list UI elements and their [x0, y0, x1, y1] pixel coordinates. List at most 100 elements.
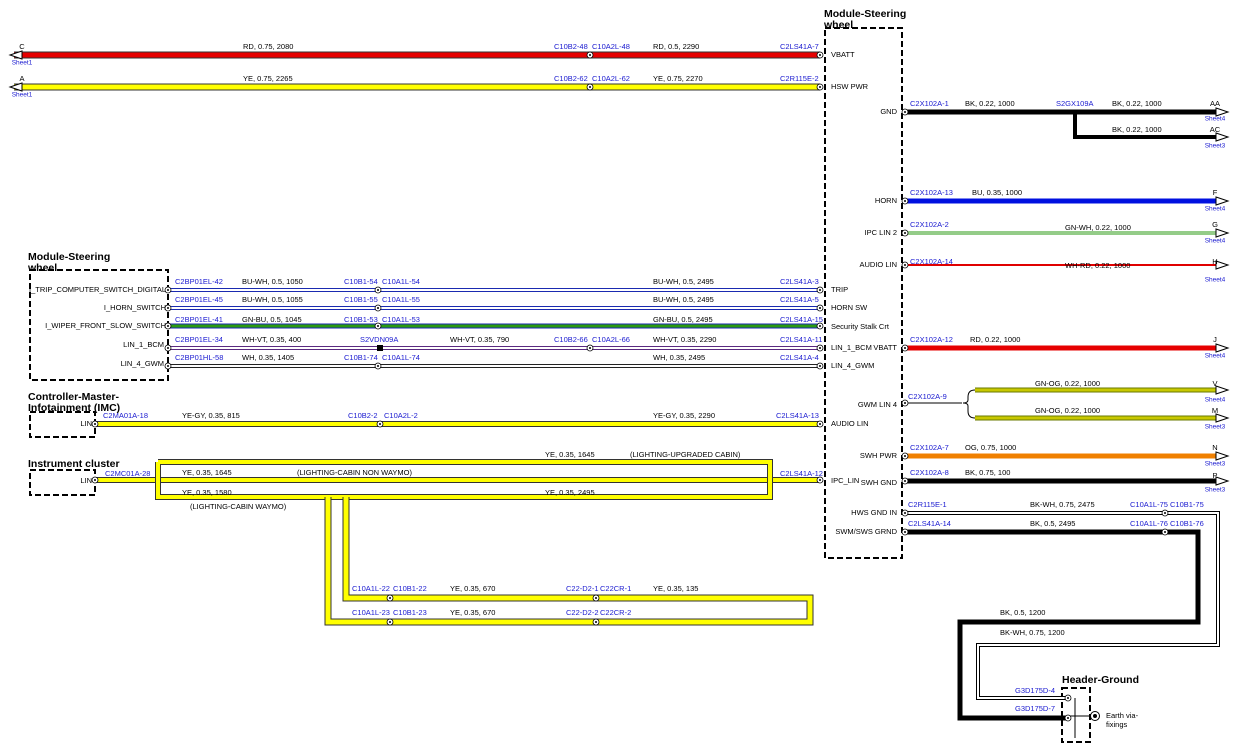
sheet-arrow	[1215, 476, 1230, 486]
sheet-ref: Sheet4	[1205, 397, 1226, 404]
connector-dot	[904, 531, 906, 533]
connector-dot	[904, 480, 906, 482]
sheet-arrow	[8, 82, 23, 92]
label: N	[1212, 443, 1217, 452]
sheet-arrow	[1215, 107, 1230, 117]
label: WH-VT, 0.35, 790	[450, 335, 509, 344]
label: BK, 0.22, 1000	[1112, 125, 1162, 134]
connector-dot	[595, 621, 597, 623]
sheet-arrow	[1215, 228, 1230, 238]
label: GN-WH, 0.22, 1000	[1065, 223, 1131, 232]
sheet-arrow	[1215, 343, 1230, 353]
label: LIN_4_GWM	[831, 361, 874, 370]
connector-label: C10A1L-74	[382, 353, 420, 362]
label: GWM LIN 4	[858, 400, 897, 409]
connector-label: C2LS41A-4	[780, 353, 819, 362]
module-title: Module-Steering	[28, 251, 110, 263]
connector-label: C10B2-48	[554, 42, 588, 51]
connector-dot	[819, 423, 821, 425]
connector-dot	[904, 347, 906, 349]
connector-label: C22CR-1	[600, 584, 631, 593]
sheet-arrow	[1215, 413, 1230, 423]
module-box	[824, 27, 903, 559]
module-boxes	[29, 27, 1091, 743]
connector-label: C2BP01EL-34	[175, 335, 223, 344]
label: HORN	[875, 196, 897, 205]
label: WH-VT, 0.35, 2290	[653, 335, 716, 344]
label: BK, 0.22, 1000	[965, 99, 1015, 108]
label: SWH PWR	[860, 451, 898, 460]
sheet-arrow	[1215, 385, 1230, 395]
label: Earth via-	[1106, 711, 1139, 720]
sheet-ref: Sheet1	[12, 60, 33, 67]
connector-label: C2LS41A-14	[908, 519, 951, 528]
label: BK, 0.5, 1200	[1000, 608, 1045, 617]
label: AA	[1210, 99, 1220, 108]
module-title: wheel	[823, 19, 853, 31]
label: C	[19, 42, 25, 51]
connector-label: C10B1-54	[344, 277, 378, 286]
connector-label: C10B1-74	[344, 353, 378, 362]
label: YE, 0.35, 135	[653, 584, 698, 593]
label: VBATT	[873, 343, 897, 352]
sheet-ref: Sheet3	[1205, 143, 1226, 150]
label: (LIGHTING-CABIN NON WAYMO)	[297, 468, 413, 477]
label: AC	[1210, 125, 1221, 134]
connector-dot	[904, 455, 906, 457]
label: GN-BU, 0.5, 2495	[653, 315, 713, 324]
label: YE-GY, 0.35, 2290	[653, 411, 715, 420]
label: YE, 0.35, 670	[450, 608, 495, 617]
connector-label: C10A2L-62	[592, 74, 630, 83]
label: BK-WH, 0.75, 1200	[1000, 628, 1065, 637]
label: (LIGHTING-CABIN WAYMO)	[190, 502, 287, 511]
connector-label: C2BP01EL-45	[175, 295, 223, 304]
connector-label: C2LS41A-12	[780, 469, 823, 478]
connector-dot	[819, 86, 821, 88]
connector-label: C10B1-76	[1170, 519, 1204, 528]
label: GND	[880, 107, 897, 116]
splice	[377, 345, 383, 351]
connector-dot	[904, 200, 906, 202]
wire	[1073, 112, 1218, 139]
connector-dot	[389, 597, 391, 599]
connector-label: C2LS41A-5	[780, 295, 819, 304]
label: J	[1213, 335, 1217, 344]
label: GN-OG, 0.22, 1000	[1035, 379, 1100, 388]
module-box	[1061, 687, 1091, 743]
connector-label: C2BP01HL-58	[175, 353, 223, 362]
label: BK-WH, 0.75, 2475	[1030, 500, 1095, 509]
connector-label: C10A1L-75	[1130, 500, 1168, 509]
label: BK, 0.75, 100	[965, 468, 1010, 477]
label: BU, 0.35, 1000	[972, 188, 1022, 197]
connector-dot	[819, 347, 821, 349]
connector-label: C2X102A-13	[910, 188, 953, 197]
connector-dot	[819, 54, 821, 56]
sheet-ref: Sheet4	[1205, 353, 1226, 360]
sheet-ref: Sheet4	[1205, 238, 1226, 245]
connector-dot	[1164, 512, 1166, 514]
connector-label: C2R115E-1	[908, 500, 947, 509]
connector-label: C2LS41A-15	[780, 315, 823, 324]
label: IPC_LIN	[831, 476, 859, 485]
connector-dot	[94, 423, 96, 425]
connector-dot	[1067, 717, 1069, 719]
label: GN-BU, 0.5, 1045	[242, 315, 302, 324]
label: HORN SW	[831, 303, 868, 312]
sheet-ref: Sheet1	[12, 92, 33, 99]
connectors	[8, 50, 1230, 722]
connector-label: C10A1L-54	[382, 277, 420, 286]
label: WH-RD, 0.22, 1000	[1065, 261, 1130, 270]
connector-dot	[819, 307, 821, 309]
label: AUDIO LIN	[831, 419, 869, 428]
connector-label: S2VDN09A	[360, 335, 398, 344]
sheet-arrow	[1215, 260, 1230, 270]
label: LIN_4_GWM	[121, 359, 164, 368]
connector-label: C10B1-22	[393, 584, 427, 593]
label: HSW PWR	[831, 82, 869, 91]
module-title: Instrument cluster	[28, 458, 120, 470]
connector-label: C10A1L-53	[382, 315, 420, 324]
module-title: wheel	[27, 262, 57, 274]
label: YE, 0.35, 670	[450, 584, 495, 593]
label: BU-WH, 0.5, 1050	[242, 277, 303, 286]
label: YE, 0.75, 2265	[243, 74, 293, 83]
